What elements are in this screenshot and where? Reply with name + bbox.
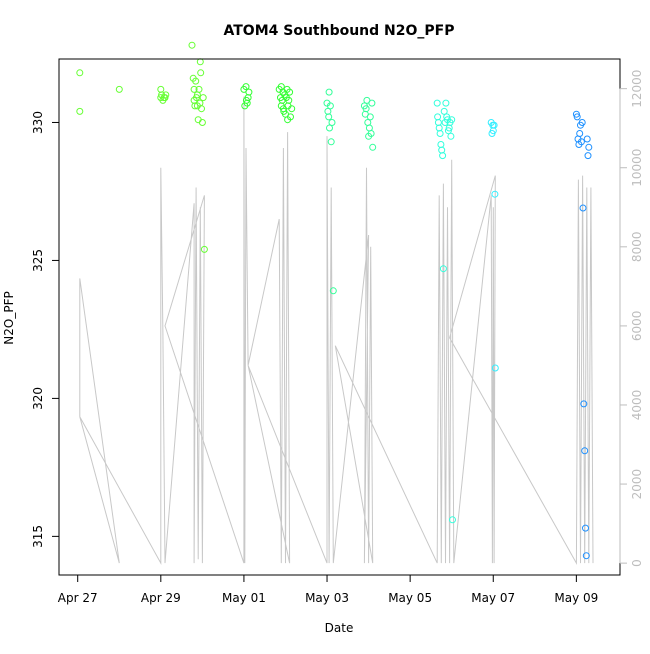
x-tick-label: May 01 xyxy=(222,591,266,605)
data-point xyxy=(188,41,196,49)
right-tick-label: 12000 xyxy=(630,70,644,108)
x-tick-label: May 09 xyxy=(554,591,598,605)
y-tick-label: 315 xyxy=(31,525,45,548)
y-axis: 315 320 325 330 xyxy=(31,111,60,548)
right-tick-label: 0 xyxy=(630,559,644,567)
data-point xyxy=(245,88,253,96)
data-point xyxy=(192,77,200,85)
data-point xyxy=(199,94,207,102)
data-point xyxy=(491,364,499,372)
data-point xyxy=(585,143,593,151)
data-point xyxy=(436,130,444,137)
data-point xyxy=(433,99,441,107)
data-point xyxy=(198,119,206,126)
data-point xyxy=(448,116,456,124)
right-tick-label: 8000 xyxy=(630,232,644,263)
data-point xyxy=(76,107,84,115)
y-axis-label: N2O_PFP xyxy=(2,291,16,344)
data-point xyxy=(439,265,447,273)
data-point xyxy=(366,113,374,121)
x-tick-label: May 03 xyxy=(305,591,349,605)
data-point xyxy=(368,99,376,107)
data-point xyxy=(449,516,456,524)
data-point xyxy=(242,83,250,91)
right-tick-label: 4000 xyxy=(630,390,644,421)
data-point xyxy=(162,91,170,99)
data-point xyxy=(491,190,499,198)
data-point xyxy=(490,121,498,129)
data-point xyxy=(76,69,84,77)
y-tick-label: 320 xyxy=(31,387,45,410)
data-point xyxy=(439,152,447,160)
data-point xyxy=(326,124,333,132)
x-axis: Apr 27 Apr 29 May 01 May 03 May 05 May 07 May … xyxy=(58,574,598,605)
data-point xyxy=(581,447,589,455)
x-axis-label: Date xyxy=(325,621,354,635)
data-point xyxy=(447,132,455,140)
data-point xyxy=(200,245,208,253)
data-point xyxy=(440,107,448,115)
x-tick-label: May 05 xyxy=(388,591,432,605)
data-point xyxy=(288,105,296,113)
data-point xyxy=(326,102,334,110)
data-point xyxy=(115,85,123,93)
data-point xyxy=(362,105,370,113)
data-point xyxy=(584,152,592,160)
right-line-layer xyxy=(79,96,594,566)
data-point xyxy=(329,287,337,295)
data-point xyxy=(285,96,293,104)
right-tick-label: 2000 xyxy=(630,469,644,500)
y-tick-label: 325 xyxy=(31,249,45,272)
x-tick-label: Apr 27 xyxy=(58,591,98,605)
right-axis-line-series xyxy=(79,96,594,566)
data-point xyxy=(583,135,591,143)
data-point xyxy=(442,99,450,107)
data-point xyxy=(328,119,336,126)
right-tick-label: 10000 xyxy=(630,149,644,187)
data-point xyxy=(577,138,585,146)
data-point xyxy=(573,113,581,121)
data-point xyxy=(582,552,590,560)
data-point xyxy=(582,524,589,532)
data-point xyxy=(367,130,375,137)
chart-title: ATOM4 Southbound N2O_PFP xyxy=(224,23,455,39)
y-tick-label: 330 xyxy=(31,111,45,134)
data-point xyxy=(197,69,205,77)
data-point xyxy=(579,204,587,212)
y-axis-right: 0 2000 4000 6000 8000 10000 12000 xyxy=(619,70,644,567)
data-point xyxy=(325,113,333,121)
data-point xyxy=(287,113,294,121)
data-point xyxy=(369,143,377,151)
data-point xyxy=(325,88,333,96)
data-point xyxy=(190,85,198,93)
points-layer xyxy=(76,41,593,560)
right-tick-label: 6000 xyxy=(630,311,644,342)
x-tick-label: Apr 29 xyxy=(141,591,181,605)
data-point xyxy=(286,88,294,96)
data-point xyxy=(327,138,335,146)
data-point xyxy=(198,105,205,113)
data-point xyxy=(580,400,588,408)
data-point xyxy=(578,119,586,126)
data-point xyxy=(576,130,584,137)
data-point xyxy=(195,85,203,93)
x-tick-label: May 07 xyxy=(471,591,515,605)
